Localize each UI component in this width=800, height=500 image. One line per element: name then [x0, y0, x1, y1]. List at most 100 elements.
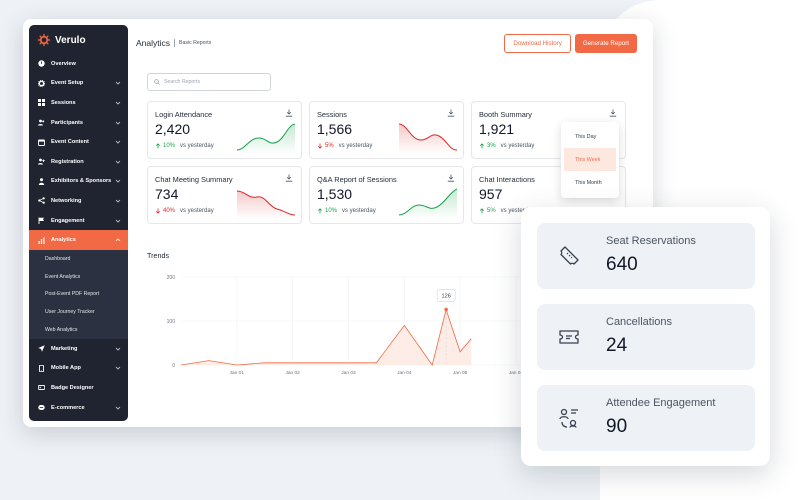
sidebar-item-label: Overview [51, 60, 76, 67]
sidebar-item-exhibitors-sponsors[interactable]: Exhibitors & Sponsors [29, 172, 128, 192]
sidebar-item-ecommerce[interactable]: E-commerce [29, 398, 128, 418]
chevron-down-icon [115, 199, 121, 203]
stat-card-seat-reservations[interactable]: Seat Reservations 640 [537, 223, 755, 289]
metric-card-chat-meeting-summary[interactable]: Chat Meeting Summary 734 40% vs yesterda… [147, 166, 302, 224]
sidebar-item-networking[interactable]: Networking [29, 191, 128, 211]
submenu-item-user-journey-tracker[interactable]: User Journey Tracker [45, 309, 95, 316]
period-dropdown: This Day This Week This Month [561, 122, 619, 198]
sidebar-item-label: Mobile App [51, 365, 81, 372]
chevron-down-icon [115, 140, 121, 144]
sparkline [237, 190, 295, 219]
ticket-icon [560, 246, 579, 265]
brand-name: Verulo [55, 34, 86, 46]
y-tick-label: 200 [167, 275, 176, 281]
stat-card-cancellations[interactable]: Cancellations 24 [537, 304, 755, 370]
sidebar-item-sessions[interactable]: Sessions [29, 93, 128, 113]
calendar-icon [38, 139, 45, 146]
sidebar-item-analytics[interactable]: Analytics [29, 230, 128, 250]
submenu-item-event-analytics[interactable]: Event Analytics [45, 273, 81, 280]
sidebar-item-label: Sessions [51, 99, 76, 106]
sidebar-item-participants[interactable]: Participants [29, 113, 128, 133]
submenu-item-web-analytics[interactable]: Web Analytics [45, 327, 78, 334]
metric-card-qa-report[interactable]: Q&A Report of Sessions 1,530 10% vs yest… [309, 166, 464, 224]
download-icon[interactable] [285, 174, 293, 182]
download-history-button[interactable]: Download History [504, 33, 571, 53]
overview-icon [38, 60, 45, 67]
people-engagement-icon [559, 408, 578, 428]
sidebar-item-engagement[interactable]: Engagement [29, 211, 128, 231]
cart-icon [38, 404, 45, 411]
card-title: Chat Interactions [479, 175, 535, 184]
card-percent: 10% [325, 208, 338, 214]
metric-card-sessions[interactable]: Sessions 1,566 5% vs yesterday [309, 101, 464, 159]
generate-report-button[interactable]: Generate Report [574, 33, 637, 53]
card-trend: 10% vs yesterday [317, 208, 376, 214]
card-value: 1,530 [317, 186, 353, 202]
x-tick-label: Jan 01 [230, 370, 245, 376]
sidebar-item-mobile-app[interactable]: Mobile App [29, 359, 128, 379]
card-compare: vs yesterday [338, 143, 373, 149]
submenu-item-post-event-pdf-report[interactable]: Post-Event PDF Report [45, 291, 100, 298]
dropdown-option-this-month[interactable]: This Month [575, 179, 602, 186]
sparkline [399, 123, 457, 154]
search-placeholder: Search Reports [164, 79, 201, 85]
gear-icon [38, 79, 45, 87]
sidebar-item-marketing[interactable]: Marketing [29, 339, 128, 359]
sidebar-item-label: Engagement [51, 217, 85, 224]
card-title: Q&A Report of Sessions [317, 175, 397, 184]
sidebar-item-event-setup[interactable]: Event Setup [29, 74, 128, 94]
dropdown-option-this-day[interactable]: This Day [575, 133, 597, 140]
dropdown-option-this-week[interactable]: This Week [564, 148, 616, 171]
sidebar-item-registration[interactable]: Registration [29, 152, 128, 172]
card-value: 2,420 [155, 121, 191, 137]
title-divider [174, 39, 176, 47]
stat-value: 24 [606, 335, 628, 356]
card-compare: vs yesterday [500, 143, 535, 149]
arrow-up-icon [156, 143, 160, 149]
sidebar-item-label: Analytics [51, 237, 76, 244]
submenu-item-dashboard[interactable]: Dashboard [45, 255, 71, 262]
trends-title: Trends [147, 251, 170, 260]
send-icon [38, 345, 45, 352]
x-tick-label: Jan 04 [397, 370, 412, 376]
chevron-down-icon [115, 82, 121, 85]
sidebar-item-label: Event Setup [51, 80, 84, 87]
sidebar-item-badge-designer[interactable]: Badge Designer [29, 378, 128, 398]
y-tick-label: 0 [172, 363, 175, 369]
card-trend: 40% vs yesterday [155, 208, 214, 214]
sidebar: Verulo Overview Event Setup Sessions Par… [29, 25, 128, 421]
x-tick-label: Jan 02 [285, 370, 300, 376]
card-value: 1,566 [317, 121, 353, 137]
sidebar-item-event-content[interactable]: Event Content [29, 132, 128, 152]
arrow-down-icon [156, 208, 160, 214]
card-trend: 5% vs yesterday [479, 208, 534, 214]
series-line [180, 308, 472, 366]
download-icon[interactable] [447, 174, 455, 182]
analytics-submenu: Dashboard Event Analytics Post-Event PDF… [29, 249, 128, 339]
download-icon[interactable] [285, 109, 293, 117]
sparkline [399, 188, 457, 219]
download-icon[interactable] [447, 109, 455, 117]
search-icon [154, 79, 160, 85]
chevron-down-icon [115, 347, 121, 351]
stat-card-attendee-engagement[interactable]: Attendee Engagement 90 [537, 385, 755, 451]
metric-card-login-attendance[interactable]: Login Attendance 2,420 10% vs yesterday [147, 101, 302, 159]
download-icon[interactable] [609, 109, 617, 117]
search-input[interactable]: Search Reports [147, 73, 271, 91]
sidebar-item-label: Exhibitors & Sponsors [51, 178, 112, 185]
card-compare: vs yesterday [342, 208, 376, 214]
sidebar-item-label: Event Content [51, 139, 89, 146]
brand[interactable]: Verulo [29, 25, 128, 54]
sidebar-item-overview[interactable]: Overview [29, 54, 128, 74]
card-value: 1,921 [479, 121, 515, 137]
chevron-down-icon [115, 121, 121, 125]
card-percent: 40% [163, 208, 176, 214]
stat-value: 640 [606, 254, 638, 275]
series-area [181, 309, 472, 365]
card-value: 957 [479, 186, 503, 202]
card-title: Chat Meeting Summary [155, 175, 233, 184]
sidebar-item-label: E-commerce [51, 404, 85, 411]
chevron-down-icon [115, 160, 121, 164]
x-tick-label: Jan 03 [341, 370, 356, 376]
page-title: Analytics [136, 38, 171, 48]
